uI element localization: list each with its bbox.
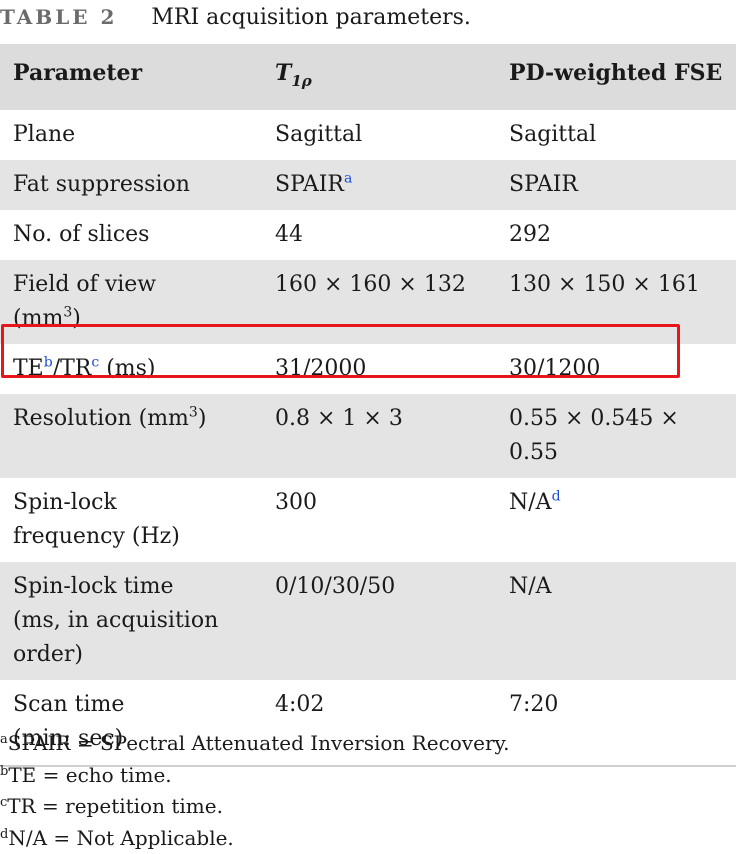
table-row: Fat suppression SPAIRa SPAIR <box>0 160 736 210</box>
pd-cell: 292 <box>496 210 736 260</box>
param-line: Spin-lock time <box>13 574 173 599</box>
param-cell: Spin-lock time (ms, in acquisition order) <box>0 562 262 680</box>
footnote-link-b[interactable]: b <box>44 355 53 371</box>
t1rho-cell: 300 <box>262 478 496 562</box>
table-row: Spin-lock frequency (Hz) 300 N/Ad <box>0 478 736 562</box>
cell-value: N/A <box>509 490 552 515</box>
t1rho-cell: Sagittal <box>262 110 496 160</box>
table-caption: TABLE 2 MRI acquisition parameters. <box>0 2 471 32</box>
t1rho-cell: 44 <box>262 210 496 260</box>
footnote: aSPAIR = SPectral Attenuated Inversion R… <box>0 728 510 760</box>
footnote-mark: a <box>0 732 8 747</box>
table-row: Plane Sagittal Sagittal <box>0 110 736 160</box>
footnote-text: SPAIR = SPectral Attenuated Inversion Re… <box>8 731 510 755</box>
param-close: ) <box>72 306 81 331</box>
mri-parameters-table: Parameter T1ρ PD-weighted FSE Plane Sagi… <box>0 44 736 767</box>
table-footnotes: aSPAIR = SPectral Attenuated Inversion R… <box>0 728 510 854</box>
footnote-link-a[interactable]: a <box>344 171 352 187</box>
t1rho-symbol: T <box>275 60 291 86</box>
footnote: dN/A = Not Applicable. <box>0 823 510 854</box>
param-part: /TR <box>53 356 92 381</box>
header-pd-weighted-fse: PD-weighted FSE <box>496 44 736 110</box>
param-cell: Fat suppression <box>0 160 262 210</box>
param-line: (mm <box>13 306 63 331</box>
param-cell: TEb/TRc (ms) <box>0 344 262 394</box>
superscript: 3 <box>63 305 72 321</box>
param-line: Field of view <box>13 272 156 297</box>
param-cell: Spin-lock frequency (Hz) <box>0 478 262 562</box>
param-text: Resolution (mm <box>13 406 189 431</box>
table-row: Field of view (mm3) 160 × 160 × 132 130 ×… <box>0 260 736 344</box>
pd-cell: 7:20 <box>496 680 736 766</box>
param-line: Spin-lock <box>13 490 117 515</box>
table-row: Resolution (mm3) 0.8 × 1 × 3 0.55 × 0.54… <box>0 394 736 478</box>
param-cell: Plane <box>0 110 262 160</box>
footnote-text: TE = echo time. <box>8 763 171 787</box>
param-part: TE <box>13 356 44 381</box>
param-part: (ms) <box>99 356 155 381</box>
param-cell: Resolution (mm3) <box>0 394 262 478</box>
pd-cell: SPAIR <box>496 160 736 210</box>
table-label: TABLE 2 <box>0 5 117 29</box>
pd-cell: 130 × 150 × 161 <box>496 260 736 344</box>
cell-value: SPAIR <box>275 172 344 197</box>
t1rho-cell: 31/2000 <box>262 344 496 394</box>
footnote-text: TR = repetition time. <box>7 794 223 818</box>
t1rho-subscript: 1ρ <box>291 72 311 90</box>
t1rho-cell: 0.8 × 1 × 3 <box>262 394 496 478</box>
pd-cell: N/A <box>496 562 736 680</box>
table-row: No. of slices 44 292 <box>0 210 736 260</box>
t1rho-cell: 0/10/30/50 <box>262 562 496 680</box>
superscript: 3 <box>189 405 198 421</box>
table-title: MRI acquisition parameters. <box>151 5 470 30</box>
footnote: bTE = echo time. <box>0 760 510 792</box>
pd-cell: N/Ad <box>496 478 736 562</box>
t1rho-cell: SPAIRa <box>262 160 496 210</box>
t1rho-cell: 160 × 160 × 132 <box>262 260 496 344</box>
param-line: (ms, in acquisition <box>13 608 218 633</box>
param-line: Scan time <box>13 692 124 717</box>
param-close: ) <box>198 406 207 431</box>
footnote-link-d[interactable]: d <box>552 489 561 505</box>
param-line: frequency (Hz) <box>13 524 180 549</box>
header-t1rho: T1ρ <box>262 44 496 110</box>
table-header-row: Parameter T1ρ PD-weighted FSE <box>0 44 736 110</box>
pd-cell: 0.55 × 0.545 × 0.55 <box>496 394 736 478</box>
footnote: cTR = repetition time. <box>0 791 510 823</box>
param-cell: Field of view (mm3) <box>0 260 262 344</box>
footnote-text: N/A = Not Applicable. <box>8 826 233 850</box>
param-line: order) <box>13 642 83 667</box>
table-row-te-tr: TEb/TRc (ms) 31/2000 30/1200 <box>0 344 736 394</box>
parameters-table-container: Parameter T1ρ PD-weighted FSE Plane Sagi… <box>0 44 736 767</box>
pd-cell: Sagittal <box>496 110 736 160</box>
pd-cell: 30/1200 <box>496 344 736 394</box>
header-parameter: Parameter <box>0 44 262 110</box>
param-cell: No. of slices <box>0 210 262 260</box>
